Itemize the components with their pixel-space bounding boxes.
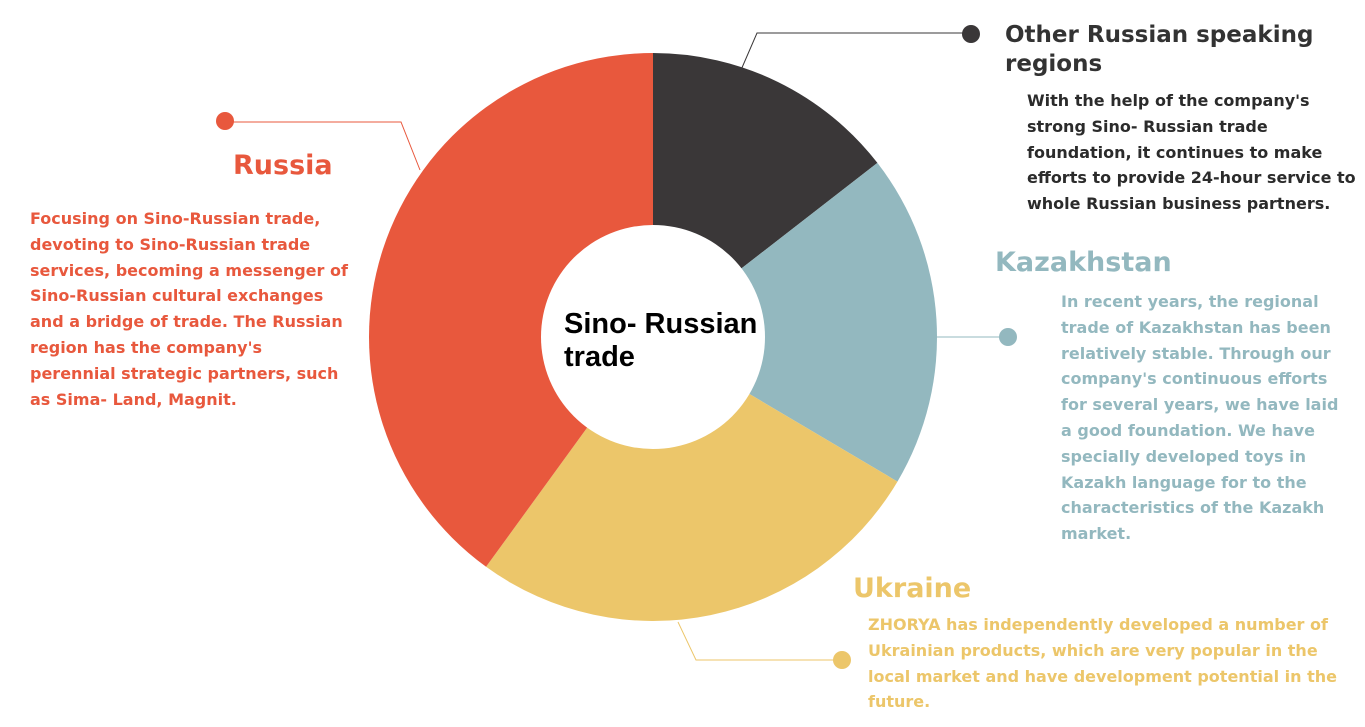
russia-marker-dot <box>216 112 234 130</box>
kazakhstan-description: In recent years, the regional trade of K… <box>1061 292 1339 544</box>
other-regions-title: Other Russian speaking regions <box>1005 22 1314 77</box>
kazakhstan-marker-dot <box>999 328 1017 346</box>
ukraine-marker-dot <box>833 651 851 669</box>
ukraine-leader-line <box>677 621 842 661</box>
ukraine-slice <box>486 337 898 621</box>
center-label: Sino- Russian trade <box>564 308 764 374</box>
kazakhstan-title: Kazakhstan <box>995 247 1172 278</box>
other-marker-dot <box>962 25 980 43</box>
russia-slice <box>369 53 653 567</box>
ukraine-title: Ukraine <box>853 573 972 604</box>
ukraine-description: ZHORYA has independently developed a num… <box>868 615 1338 712</box>
donut-hole <box>541 225 765 449</box>
center-label-line2: trade <box>564 341 635 373</box>
other-leader-line <box>740 32 971 71</box>
russia-description: Focusing on Sino-Russian trade, devoting… <box>30 209 348 409</box>
center-label-line1: Sino- Russian <box>564 308 758 340</box>
russia-leader-line <box>225 121 421 171</box>
russia-title: Russia <box>233 150 333 181</box>
other-regions-description: With the help of the company's strong Si… <box>1027 91 1356 214</box>
kazakhstan-slice <box>653 162 938 482</box>
